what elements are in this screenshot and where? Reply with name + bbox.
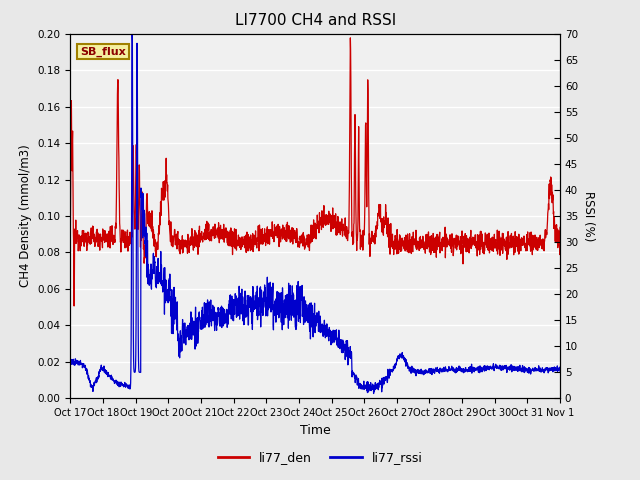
Title: LI7700 CH4 and RSSI: LI7700 CH4 and RSSI [235,13,396,28]
Y-axis label: RSSI (%): RSSI (%) [582,191,595,241]
X-axis label: Time: Time [300,424,331,437]
Legend: li77_den, li77_rssi: li77_den, li77_rssi [212,446,428,469]
Text: SB_flux: SB_flux [80,47,126,57]
Y-axis label: CH4 Density (mmol/m3): CH4 Density (mmol/m3) [19,144,32,288]
